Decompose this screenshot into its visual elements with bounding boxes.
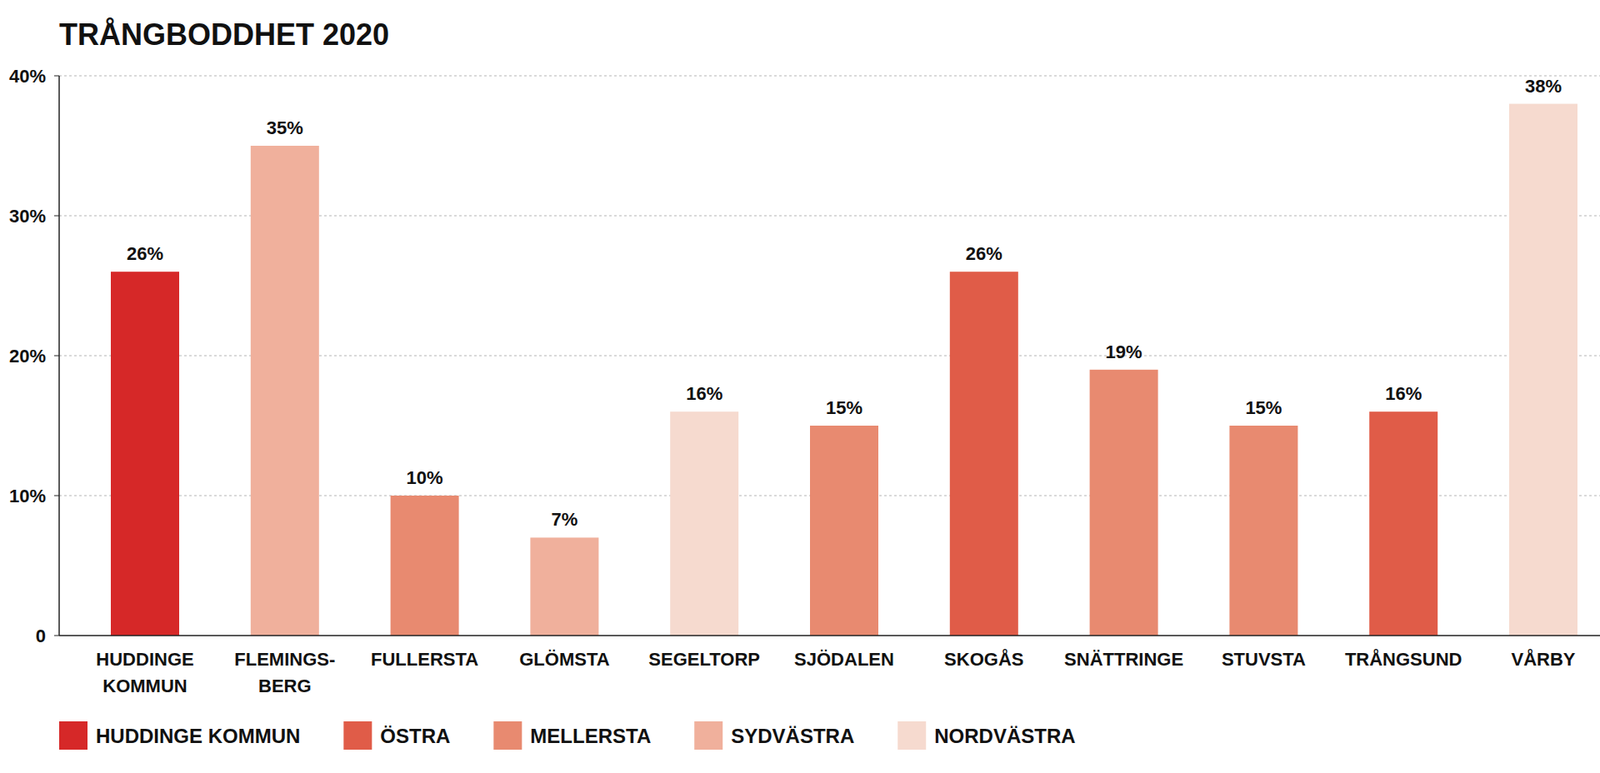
legend-label: NORDVÄSTRA bbox=[934, 725, 1075, 748]
category-label-line: SEGELTORP bbox=[648, 649, 760, 670]
category-label: HUDDINGE KOMMUN bbox=[95, 649, 194, 697]
legend: HUDDINGE KOMMUN ÖSTRA MELLERSTA SYDVÄSTRA NO… bbox=[59, 721, 1076, 750]
data-labels: 26% 26% 16% 10% 15% 19% 15% 35% 7% 16% 38% bbox=[126, 75, 1562, 531]
data-label: 38% bbox=[1525, 75, 1562, 97]
tick-mark bbox=[54, 495, 60, 497]
category-label-line: SKOGÅS bbox=[944, 648, 1024, 670]
data-label: 7% bbox=[551, 509, 579, 530]
data-label: 26% bbox=[126, 243, 164, 265]
bar bbox=[670, 411, 739, 636]
category-label: SJÖDALEN bbox=[794, 649, 895, 670]
tick-label: 40% bbox=[9, 65, 46, 87]
bars bbox=[110, 104, 1578, 636]
bar bbox=[390, 495, 460, 636]
bar bbox=[1509, 104, 1578, 636]
bar bbox=[110, 271, 180, 636]
data-label: 15% bbox=[1245, 397, 1282, 419]
category-label: FULLERSTA bbox=[370, 649, 479, 670]
category-label-line: FLEMINGS- bbox=[234, 649, 335, 670]
data-label: 16% bbox=[685, 383, 723, 405]
category-label-line: FULLERSTA bbox=[370, 649, 479, 670]
x-axis bbox=[59, 635, 1600, 637]
bar bbox=[250, 145, 320, 636]
tick-mark bbox=[54, 355, 60, 357]
y-axis bbox=[58, 75, 60, 636]
legend-swatch bbox=[897, 721, 926, 750]
legend-swatch bbox=[343, 721, 372, 750]
legend-swatch bbox=[694, 721, 723, 750]
category-label: VÅRBY bbox=[1510, 648, 1575, 670]
data-label: 16% bbox=[1385, 383, 1422, 405]
category-label-line: STUVSTA bbox=[1221, 649, 1306, 670]
tick-label: 0 bbox=[35, 625, 46, 647]
tick-mark bbox=[54, 75, 60, 77]
category-label: FLEMINGS- BERG bbox=[234, 649, 335, 697]
legend-label: MELLERSTA bbox=[530, 725, 651, 748]
tick-label: 10% bbox=[9, 485, 46, 507]
bar bbox=[1229, 425, 1298, 636]
category-label: SKOGÅS bbox=[944, 648, 1024, 670]
category-label-line: KOMMUN bbox=[102, 675, 187, 697]
data-label: 15% bbox=[825, 397, 863, 419]
bar bbox=[1090, 370, 1159, 636]
category-label: GLÖMSTA bbox=[519, 649, 610, 670]
category-label-line: GLÖMSTA bbox=[519, 649, 610, 670]
grid-line bbox=[59, 75, 1600, 77]
data-label: 26% bbox=[965, 243, 1003, 265]
legend-label: HUDDINGE KOMMUN bbox=[95, 725, 300, 748]
category-label-line: HUDDINGE bbox=[95, 649, 194, 670]
legend-swatch bbox=[59, 721, 88, 750]
legend-label: ÖSTRA bbox=[380, 725, 450, 748]
bar bbox=[530, 537, 599, 636]
tick-label: 20% bbox=[9, 345, 46, 367]
category-label: STUVSTA bbox=[1221, 649, 1306, 670]
category-label-line: BERG bbox=[258, 675, 312, 697]
bar bbox=[1369, 411, 1438, 636]
category-label: TRÅNGSUND bbox=[1345, 648, 1463, 670]
tick-mark bbox=[54, 215, 60, 217]
data-label: 10% bbox=[406, 467, 444, 489]
data-label: 35% bbox=[266, 117, 304, 139]
category-label-line: TRÅNGSUND bbox=[1345, 648, 1463, 670]
legend-swatch bbox=[493, 721, 522, 750]
category-label: SEGELTORP bbox=[648, 649, 760, 670]
data-label: 19% bbox=[1105, 341, 1143, 363]
category-label: SNÄTTRINGE bbox=[1064, 649, 1184, 670]
tick-label: 30% bbox=[9, 205, 46, 227]
category-label-line: SJÖDALEN bbox=[794, 649, 895, 670]
category-label-line: SNÄTTRINGE bbox=[1064, 649, 1184, 670]
title: TRÅNGBODDHET 2020 bbox=[59, 17, 390, 52]
chart: TRÅNGBODDHET 2020 0 10% 20% 30% 40% 26% 26% 16% 1… bbox=[0, 0, 1600, 773]
bar bbox=[950, 271, 1019, 636]
bar bbox=[810, 425, 879, 636]
category-label-line: VÅRBY bbox=[1510, 648, 1575, 670]
legend-label: SYDVÄSTRA bbox=[730, 725, 855, 748]
tick-mark bbox=[54, 635, 60, 637]
